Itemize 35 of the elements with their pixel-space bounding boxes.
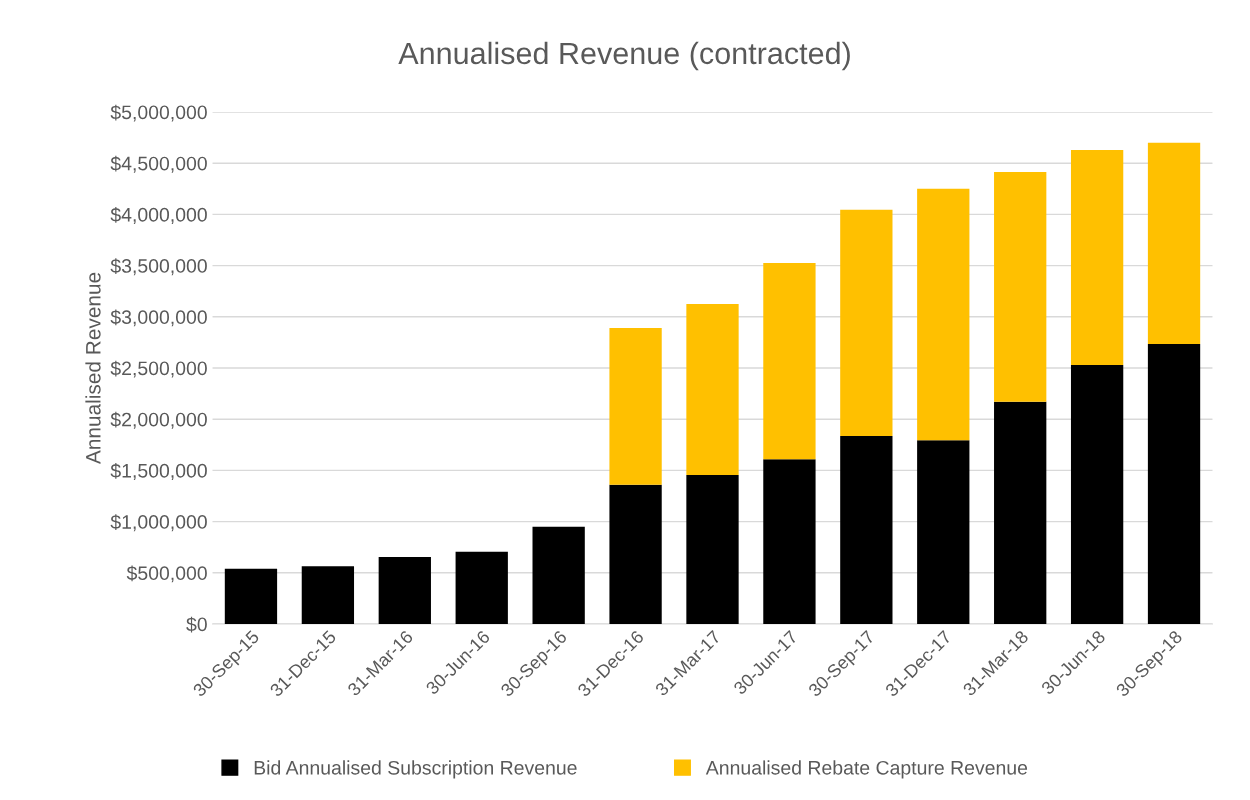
bar: [840, 209, 893, 437]
y-tick-label: $2,500,000: [110, 360, 207, 378]
bar: [301, 566, 355, 624]
bar: [686, 475, 739, 624]
chart-title: Annualised Revenue (contracted): [398, 41, 850, 71]
y-tick-label: $3,000,000: [110, 309, 207, 327]
y-tick-label: $4,000,000: [110, 207, 207, 224]
bar: [917, 188, 970, 441]
y-tick-label: $1,500,000: [110, 463, 207, 480]
bar: [1147, 142, 1201, 344]
bar: [994, 171, 1047, 402]
bar: [532, 526, 585, 624]
bar: [1147, 343, 1201, 624]
bar: [763, 459, 816, 624]
bar: [1070, 364, 1124, 624]
bar: [455, 551, 508, 624]
bar: [609, 328, 662, 485]
bar: [686, 304, 739, 476]
bar: [763, 263, 816, 460]
bar: [1070, 149, 1124, 365]
bar: [609, 484, 662, 624]
y-tick-label: $500,000: [126, 565, 207, 583]
y-tick-label: $2,000,000: [110, 411, 207, 429]
legend-label: Bid Annualised Subscription Revenue: [254, 760, 577, 779]
legend-label: Annualised Rebate Capture Revenue: [705, 760, 1028, 779]
bar: [840, 436, 893, 624]
y-tick-label: $1,000,000: [110, 514, 207, 532]
y-tick-label: $4,500,000: [110, 155, 207, 173]
y-axis-title: Annualised Revenue: [85, 272, 101, 465]
bar: [378, 556, 431, 624]
y-tick-label: $3,500,000: [110, 258, 207, 276]
bar: [994, 401, 1047, 624]
bar: [917, 440, 970, 624]
bar: [224, 568, 278, 624]
y-tick-label: $5,000,000: [110, 104, 207, 122]
